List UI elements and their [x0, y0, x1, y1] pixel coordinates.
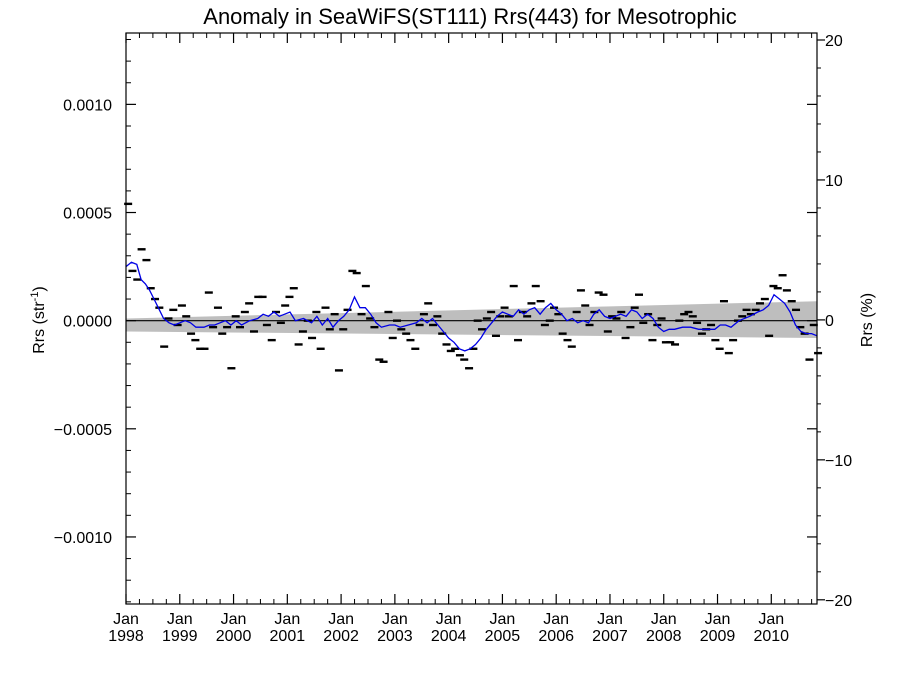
y-right-tick-label: −10	[825, 453, 852, 470]
y-right-tick-label: 20	[825, 33, 843, 50]
y-left-tick-label: 0.0005	[63, 206, 112, 223]
plot-area: 0.00100.00050.0000−0.0005−0.001020100−10…	[54, 32, 852, 645]
x-tick-label-month: Jan	[758, 611, 784, 628]
x-tick-label-year: 2003	[377, 628, 413, 645]
running-mean-line	[125, 261, 818, 352]
x-tick-label-month: Jan	[221, 611, 247, 628]
x-tick-label-month: Jan	[597, 611, 623, 628]
y-left-tick-label: 0.0000	[63, 314, 112, 331]
y-left-tick-label: 0.0010	[63, 97, 112, 114]
x-tick-label-year: 2002	[323, 628, 359, 645]
x-tick-label-month: Jan	[113, 611, 139, 628]
x-tick-label-year: 2007	[592, 628, 628, 645]
x-tick-label-year: 2009	[700, 628, 736, 645]
chart-title: Anomaly in SeaWiFS(ST111) Rrs(443) for M…	[203, 4, 736, 29]
y-left-tick-label: −0.0010	[54, 530, 112, 547]
x-tick-label-year: 2001	[270, 628, 306, 645]
x-tick-label-year: 1998	[108, 628, 144, 645]
x-tick-label-year: 2010	[753, 628, 789, 645]
y-axis-right: 20 10 0 −10 −20	[817, 33, 852, 610]
y-right-tick-label: 0	[825, 313, 834, 330]
y-right-tick-label: 10	[825, 173, 843, 190]
y-axis-left-title-sup: -1	[29, 292, 41, 302]
x-tick-label-month: Jan	[436, 611, 462, 628]
x-tick-label-month: Jan	[274, 611, 300, 628]
y-right-tick-label: −20	[825, 593, 852, 610]
x-tick-label-month: Jan	[382, 611, 408, 628]
x-tick-label-month: Jan	[543, 611, 569, 628]
x-tick-label-month: Jan	[167, 611, 193, 628]
x-axis: Jan1998Jan1999Jan2000Jan2001Jan2002Jan20…	[108, 33, 813, 645]
x-tick-label-year: 2008	[646, 628, 682, 645]
y-left-tick-label: −0.0005	[54, 422, 112, 439]
x-tick-label-year: 2000	[216, 628, 252, 645]
y-axis-left-title: Rrs (str-1)	[29, 286, 48, 354]
x-tick-label-year: 2006	[538, 628, 574, 645]
y-axis-left: 0.0010 0.0005 0.0000 −0.0005 −0.0010	[54, 38, 817, 603]
y-axis-left-title-main: Rrs (str	[31, 301, 48, 354]
plot-frame	[125, 32, 818, 605]
monthly-anomaly-series	[124, 202, 823, 372]
x-tick-label-year: 2004	[431, 628, 467, 645]
x-tick-label-year: 1999	[162, 628, 198, 645]
x-tick-label-month: Jan	[490, 611, 516, 628]
y-axis-left-title-end: )	[31, 286, 48, 291]
trend-uncertainty-band	[126, 301, 817, 338]
x-tick-label-month: Jan	[328, 611, 354, 628]
x-tick-label-month: Jan	[705, 611, 731, 628]
y-axis-right-title: Rrs (%)	[859, 293, 876, 347]
x-tick-label-year: 2005	[485, 628, 521, 645]
x-tick-label-month: Jan	[651, 611, 677, 628]
